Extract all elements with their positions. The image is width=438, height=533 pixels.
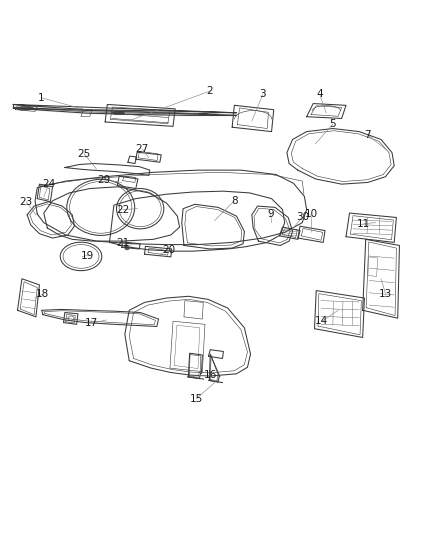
Text: 17: 17 [85, 318, 98, 328]
Text: 7: 7 [364, 130, 371, 140]
Text: 13: 13 [379, 289, 392, 298]
Text: 19: 19 [81, 251, 94, 261]
Text: 16: 16 [204, 370, 217, 380]
Text: 30: 30 [296, 212, 309, 222]
Ellipse shape [199, 113, 208, 115]
Text: 24: 24 [42, 179, 56, 189]
Text: 21: 21 [116, 238, 129, 248]
Text: 3: 3 [259, 90, 266, 99]
Text: 9: 9 [267, 209, 274, 219]
Text: 22: 22 [116, 205, 129, 215]
Text: 25: 25 [78, 149, 91, 159]
Ellipse shape [112, 112, 124, 115]
Text: 23: 23 [20, 197, 33, 207]
Text: 5: 5 [329, 119, 336, 129]
Text: 15: 15 [190, 394, 203, 404]
Text: 8: 8 [231, 196, 238, 206]
Text: 27: 27 [136, 144, 149, 154]
Text: 1: 1 [38, 93, 45, 103]
Text: 29: 29 [97, 175, 110, 185]
Text: 14: 14 [315, 316, 328, 326]
Text: 20: 20 [162, 245, 175, 255]
Text: 18: 18 [36, 289, 49, 299]
Ellipse shape [16, 107, 34, 110]
Text: 4: 4 [316, 90, 323, 99]
Text: 11: 11 [357, 219, 370, 229]
Ellipse shape [125, 246, 129, 250]
Text: 2: 2 [206, 86, 213, 96]
Text: 10: 10 [304, 209, 318, 219]
